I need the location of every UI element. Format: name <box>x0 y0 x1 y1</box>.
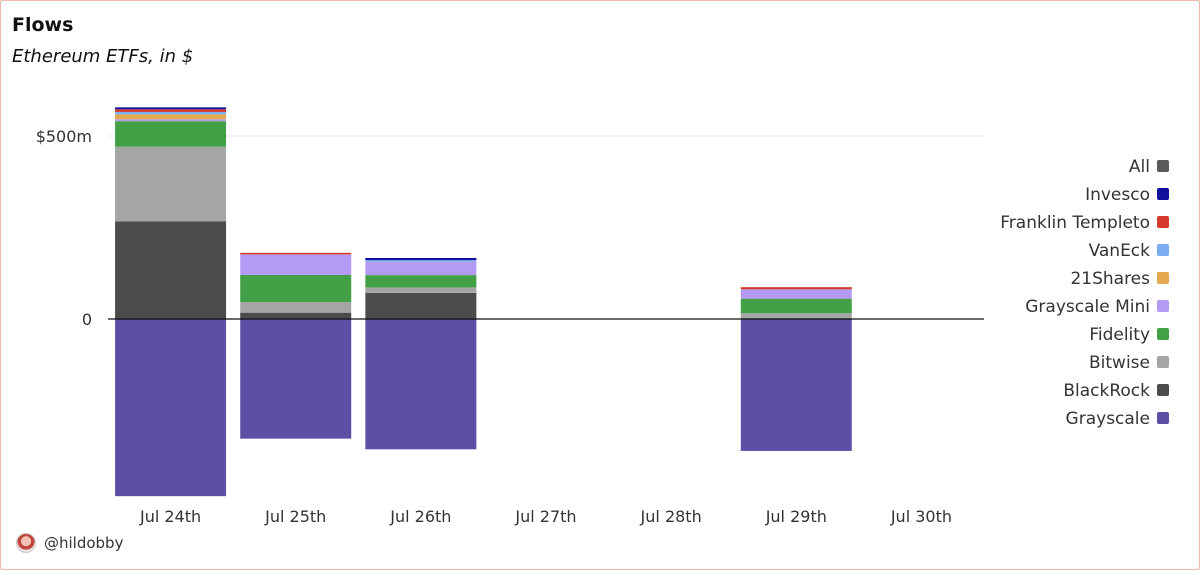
bars-layer <box>115 107 852 497</box>
bar-segment-franklin-templeto <box>115 109 227 112</box>
legend-swatch <box>1157 188 1169 200</box>
x-tick-label: Jul 25th <box>264 507 326 526</box>
bar-segment-blackrock <box>365 292 477 319</box>
bar-segment-bitwise <box>740 313 852 319</box>
author-handle: @hildobby <box>44 534 124 552</box>
legend-swatch <box>1157 272 1169 284</box>
bar-segment-invesco <box>365 257 477 261</box>
legend-swatch <box>1157 328 1169 340</box>
bar-segment-blackrock <box>115 221 227 319</box>
bar-segment-fidelity <box>240 274 352 302</box>
bar-segment-fidelity <box>115 121 227 147</box>
legend-swatch <box>1157 384 1169 396</box>
attribution: @hildobby <box>16 533 123 553</box>
chart-title: Flows <box>12 14 74 36</box>
bar-segment-bitwise <box>115 146 227 222</box>
bar-segment-grayscale <box>240 319 352 439</box>
bar-segment-invesco <box>115 107 227 110</box>
bar-segment-grayscale-mini <box>240 254 352 275</box>
bar-segment-fidelity <box>740 298 852 314</box>
x-tick-label: Jul 26th <box>389 507 451 526</box>
legend-swatch <box>1157 244 1169 256</box>
legend-label: Fidelity <box>1089 325 1150 345</box>
legend-label: All <box>1129 157 1150 177</box>
legend-label: Franklin Templeto <box>1000 213 1150 233</box>
bar-segment-grayscale <box>115 319 227 497</box>
x-tick-label: Jul 27th <box>514 507 576 526</box>
legend-label: Bitwise <box>1089 353 1150 373</box>
legend-label: Grayscale <box>1066 409 1150 429</box>
bar-segment-grayscale-mini <box>115 119 227 122</box>
legend-label: 21Shares <box>1070 269 1150 289</box>
bar-segment-21shares <box>115 114 227 120</box>
bar-segment-grayscale-mini <box>365 261 477 276</box>
avatar <box>16 533 36 553</box>
y-tick-label: 0 <box>82 310 92 329</box>
legend-label: BlackRock <box>1063 381 1150 401</box>
x-tick-label: Jul 24th <box>139 507 201 526</box>
bar-segment-franklin-templeto <box>240 252 352 255</box>
legend-swatch <box>1157 412 1169 424</box>
bar-segment-blackrock <box>240 312 352 319</box>
x-tick-label: Jul 28th <box>640 507 702 526</box>
chart-subtitle: Ethereum ETFs, in $ <box>12 46 194 67</box>
legend-swatch <box>1157 160 1169 172</box>
bar-segment-grayscale <box>740 319 852 451</box>
axis-layer: 0 $500m Jul 24th Jul 25th Jul 26th Jul 27th Ju… <box>36 127 984 526</box>
bar-segment-grayscale-mini <box>740 289 852 299</box>
legend-swatch <box>1157 216 1169 228</box>
x-tick-label: Jul 29th <box>765 507 827 526</box>
legend-label: Invesco <box>1085 185 1150 205</box>
legend-label: VanEck <box>1089 241 1151 261</box>
bar-segment-grayscale <box>365 319 477 450</box>
legend-label: Grayscale Mini <box>1025 297 1150 317</box>
bar-segment-fidelity <box>365 275 477 288</box>
bar-segment-vaneck <box>365 260 477 262</box>
bar-segment-franklin-templeto <box>740 287 852 290</box>
bar-segment-bitwise <box>365 287 477 293</box>
legend-swatch <box>1157 300 1169 312</box>
bar-segment-vaneck <box>115 111 227 115</box>
legend-swatch <box>1157 356 1169 368</box>
x-tick-label: Jul 30th <box>890 507 952 526</box>
legend: All Invesco Franklin Templeto VanEck 21Share… <box>1000 157 1169 429</box>
y-tick-label: $500m <box>36 127 92 146</box>
bar-segment-bitwise <box>240 301 352 313</box>
